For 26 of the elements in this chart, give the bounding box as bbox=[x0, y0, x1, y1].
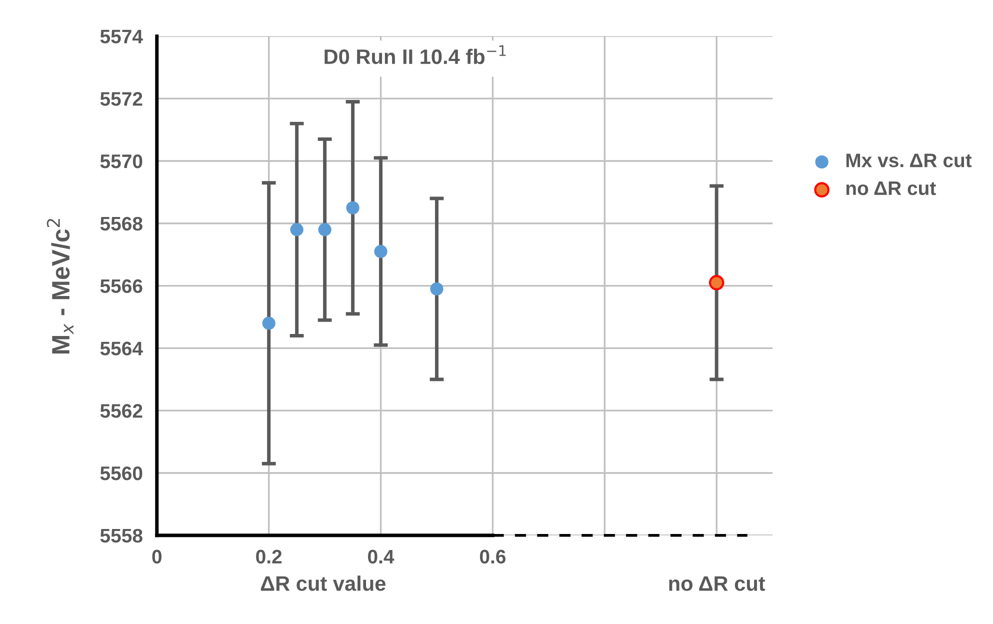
y-tick-label: 5564 bbox=[100, 342, 143, 356]
point bbox=[318, 223, 332, 236]
y-tick-label: 5560 bbox=[100, 466, 142, 480]
legend-label: no ΔR cut bbox=[846, 182, 936, 196]
chart-title: D0 Run II 10.4 fb$^{−1}$ bbox=[324, 45, 506, 64]
x-tick-label: 0.6 bbox=[480, 550, 506, 564]
x-tick-label: 0.4 bbox=[368, 550, 394, 564]
y-tick-label: 5570 bbox=[100, 154, 142, 168]
point bbox=[346, 201, 360, 214]
y-tick-label: 5574 bbox=[100, 30, 143, 44]
y-tick-label: 5562 bbox=[100, 404, 142, 418]
point bbox=[374, 244, 388, 258]
point bbox=[290, 223, 304, 236]
point bbox=[708, 275, 724, 290]
y-tick-label: 5572 bbox=[100, 92, 142, 106]
point bbox=[262, 316, 276, 330]
y-tick-label: 5558 bbox=[100, 528, 142, 543]
legend-label: Mx vs. ΔR cut bbox=[846, 154, 972, 168]
x-axis-title: ΔR cut value bbox=[260, 576, 386, 591]
x-tick-label: 0 bbox=[152, 550, 162, 564]
y-tick-label: 5568 bbox=[100, 216, 142, 231]
text: no ΔR cut bbox=[669, 576, 766, 591]
x-tick-label: 0.2 bbox=[256, 550, 282, 564]
point bbox=[430, 282, 444, 296]
y-axis-title: M$_{x}$ - MeV/c$^{2}$ bbox=[46, 218, 74, 354]
y-tick-label: 5566 bbox=[100, 279, 142, 294]
